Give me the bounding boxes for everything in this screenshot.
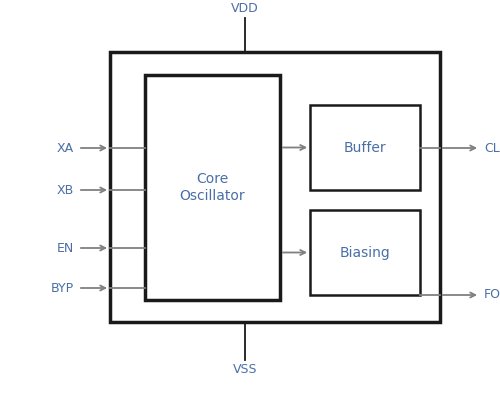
Text: BYP: BYP xyxy=(51,282,74,294)
Text: VSS: VSS xyxy=(233,363,257,376)
Text: XB: XB xyxy=(57,184,74,196)
Text: Buffer: Buffer xyxy=(344,140,386,154)
Text: VDD: VDD xyxy=(231,2,259,15)
Text: FOK: FOK xyxy=(484,288,500,302)
Bar xyxy=(145,75,280,300)
Text: CLKOUT: CLKOUT xyxy=(484,142,500,154)
Bar xyxy=(110,52,440,322)
Bar xyxy=(310,105,420,190)
Bar xyxy=(310,210,420,295)
Text: XA: XA xyxy=(57,142,74,154)
Text: Biasing: Biasing xyxy=(340,245,390,259)
Text: Core
Oscillator: Core Oscillator xyxy=(180,172,246,203)
Text: EN: EN xyxy=(57,241,74,255)
